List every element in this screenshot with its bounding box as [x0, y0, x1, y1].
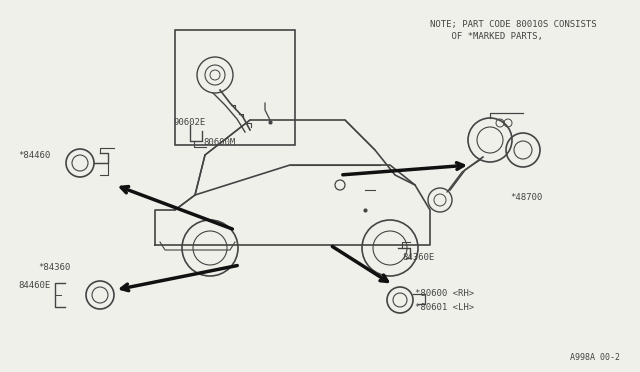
Text: NOTE; PART CODE 80010S CONSISTS: NOTE; PART CODE 80010S CONSISTS	[430, 20, 596, 29]
Text: 90602E: 90602E	[173, 118, 205, 127]
Text: 84460E: 84460E	[18, 280, 51, 289]
Text: *80600 <RH>: *80600 <RH>	[415, 289, 474, 298]
Text: *48700: *48700	[510, 193, 542, 202]
Text: A998A 00-2: A998A 00-2	[570, 353, 620, 362]
Text: 80600M: 80600M	[204, 138, 236, 147]
Text: *84460: *84460	[18, 151, 51, 160]
Bar	[175, 30, 295, 145]
Text: *84360: *84360	[38, 263, 70, 272]
Text: *80601 <LH>: *80601 <LH>	[415, 304, 474, 312]
Text: OF *MARKED PARTS,: OF *MARKED PARTS,	[430, 32, 543, 41]
Text: 84360E: 84360E	[402, 253, 435, 263]
